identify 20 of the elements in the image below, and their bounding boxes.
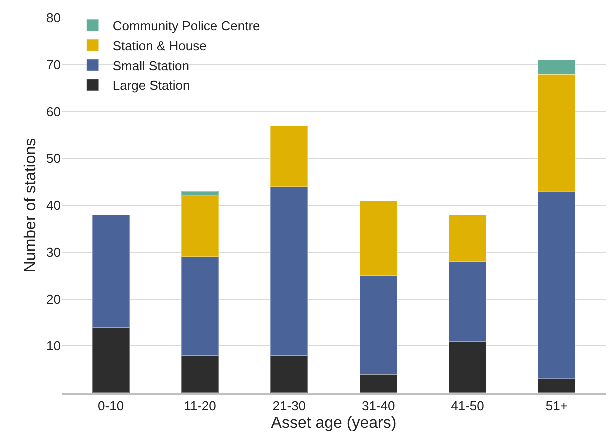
x-tick-label: 51+ [546, 398, 568, 414]
legend-label: Small Station [112, 58, 190, 74]
y-tick-label: 20 [46, 292, 61, 307]
y-tick-label: 10 [46, 338, 61, 354]
legend-label: Community Police Centre [112, 18, 260, 34]
y-tick-label: 70 [46, 57, 61, 72]
y-tick-label: 80 [46, 10, 61, 26]
y-tick-label: 30 [46, 244, 61, 260]
x-axis-title: Asset age (years) [271, 414, 397, 432]
x-tick-label: 11-20 [184, 398, 216, 414]
y-tick-label: 60 [46, 104, 61, 120]
x-tick-label: 31-40 [362, 398, 396, 414]
x-tick-label: 41-50 [451, 398, 484, 414]
legend-label: Station & House [112, 38, 207, 54]
x-tick-label: 0-10 [98, 398, 124, 414]
y-tick-label: 50 [46, 151, 61, 166]
legend-label: Large Station [112, 78, 190, 94]
y-tick-label: 40 [46, 198, 61, 214]
y-axis-title: Number of stations [22, 138, 40, 273]
x-tick-label: 21-30 [272, 398, 306, 414]
